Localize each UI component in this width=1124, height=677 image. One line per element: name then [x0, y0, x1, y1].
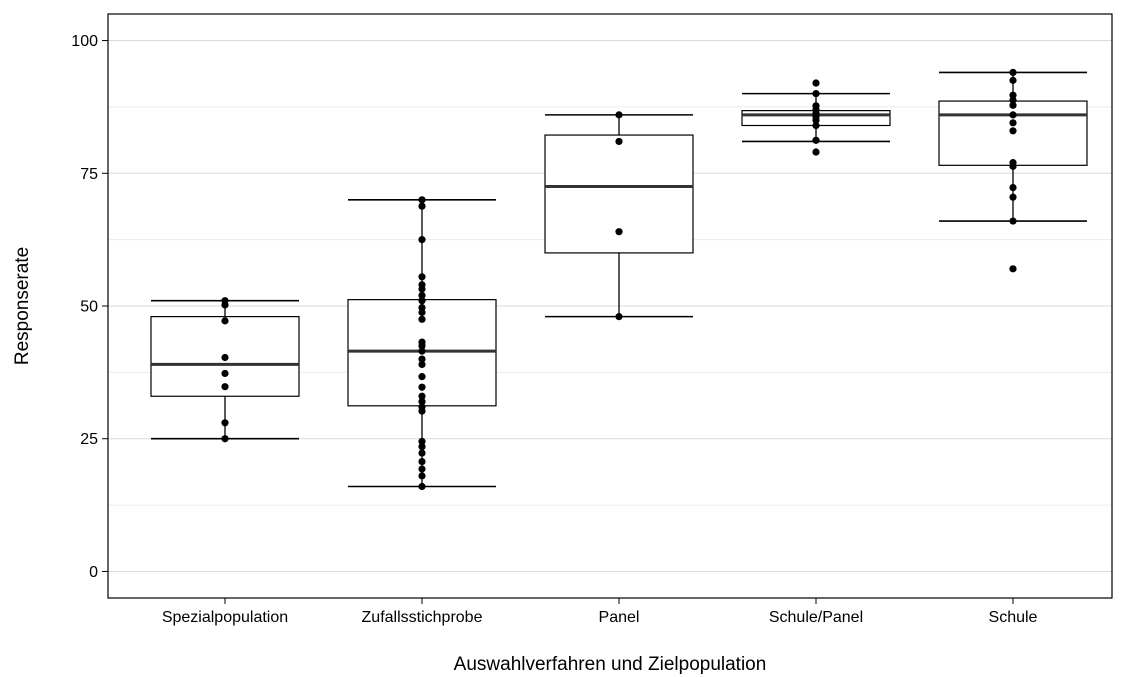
data-point	[221, 419, 229, 427]
data-point	[418, 202, 426, 210]
data-point	[1009, 101, 1017, 109]
data-point	[221, 297, 229, 305]
data-point	[1009, 265, 1017, 273]
x-tick-label: Zufallsstichprobe	[362, 609, 483, 626]
data-point	[418, 397, 426, 406]
data-point	[615, 313, 623, 321]
data-layer	[150, 68, 1088, 491]
data-point	[418, 383, 426, 391]
x-tick-label: Schule	[989, 609, 1038, 626]
data-point	[418, 196, 426, 204]
x-tick-label: Schule/Panel	[769, 609, 863, 626]
data-point	[1009, 111, 1017, 119]
data-point	[418, 291, 426, 299]
data-point	[418, 355, 426, 363]
box-group-panel	[544, 111, 694, 321]
axis-layer: 0 25 50 75 100 Spezialpopulation Zufallsstichp…	[71, 33, 1037, 626]
box-group-schule	[938, 68, 1088, 273]
data-point	[418, 297, 426, 305]
y-tick-label: 75	[80, 166, 98, 183]
data-point	[1009, 76, 1017, 84]
data-point	[812, 79, 820, 87]
y-tick-label: 0	[89, 564, 98, 581]
data-point	[418, 392, 426, 400]
y-axis-title: Responserate	[12, 247, 33, 365]
data-point	[418, 360, 426, 368]
data-point	[1009, 193, 1017, 201]
box-group-schule-panel	[741, 79, 891, 156]
data-point	[812, 148, 820, 156]
data-point	[1009, 91, 1017, 99]
x-tick-label: Panel	[599, 609, 640, 626]
data-point	[221, 317, 229, 325]
data-point	[812, 136, 820, 144]
data-point	[418, 443, 426, 451]
data-point	[615, 111, 623, 119]
x-axis-title: Auswahlverfahren und Zielpopulation	[454, 654, 767, 675]
data-point	[221, 353, 229, 362]
data-point	[812, 121, 820, 130]
data-point	[1009, 159, 1017, 167]
data-point	[418, 457, 426, 466]
data-point	[418, 482, 426, 491]
data-point	[221, 435, 229, 443]
data-point	[418, 465, 426, 473]
data-point	[418, 347, 426, 355]
y-tick-label: 100	[71, 33, 98, 50]
data-point	[615, 228, 623, 236]
y-tick-label: 50	[80, 299, 98, 316]
data-point	[418, 338, 426, 346]
data-point	[418, 373, 426, 381]
data-point	[1009, 119, 1017, 127]
data-point	[615, 137, 623, 146]
data-point	[418, 273, 426, 281]
data-point	[1009, 68, 1017, 76]
data-point	[418, 236, 426, 244]
data-point	[418, 303, 426, 312]
data-point	[418, 449, 426, 457]
data-point	[812, 102, 820, 110]
box-group-spezialpopulation	[150, 297, 300, 443]
data-point	[418, 437, 426, 445]
y-tick-label: 25	[80, 431, 98, 448]
data-point	[418, 315, 426, 323]
data-point	[1009, 217, 1017, 225]
x-tick-label: Spezialpopulation	[162, 609, 288, 626]
data-point	[418, 403, 426, 411]
box-group-zufallsstichprobe	[347, 196, 497, 491]
data-point	[812, 90, 820, 98]
data-point	[221, 383, 229, 391]
data-point	[1009, 127, 1017, 135]
data-point	[221, 369, 229, 378]
data-point	[418, 281, 426, 289]
data-point	[1009, 184, 1017, 192]
data-point	[418, 472, 426, 480]
